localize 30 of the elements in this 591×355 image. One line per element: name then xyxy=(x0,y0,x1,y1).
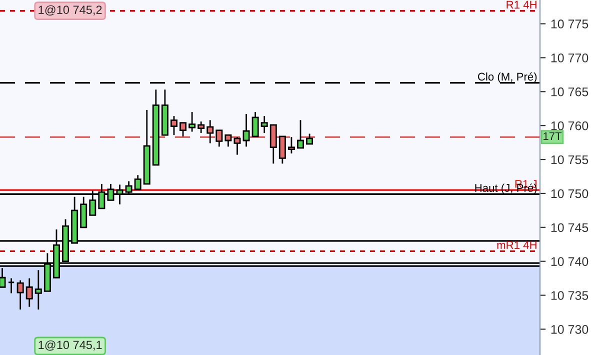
y-tick-label: 10 740 xyxy=(551,257,588,266)
candlestick xyxy=(16,280,24,310)
y-tick-label: 10 750 xyxy=(551,189,588,198)
candlestick xyxy=(252,111,259,138)
y-tick-label: 10 745 xyxy=(551,223,588,232)
y-tick-label: 10 760 xyxy=(551,121,588,130)
ref-line-label: mR1 4H xyxy=(497,241,536,249)
y-tick-label: 10 775 xyxy=(551,20,588,28)
candlestick xyxy=(26,278,33,308)
y-tick-label: 10 735 xyxy=(551,291,588,300)
y-tick-label: 10 765 xyxy=(551,87,588,96)
candlestick xyxy=(242,113,250,148)
candlestick xyxy=(134,174,142,190)
candlestick xyxy=(8,278,15,294)
candlestick xyxy=(260,115,268,134)
candlestick xyxy=(80,196,88,228)
annotation: 1@10 745,2 xyxy=(38,5,102,16)
candlestick xyxy=(170,115,178,136)
candlestick xyxy=(188,111,196,132)
ref-line-label: Clo (M, Pré) xyxy=(478,72,537,83)
y-tick-label: 10 770 xyxy=(551,53,588,62)
candlestick xyxy=(34,269,42,310)
annotation: 1@10 745,1 xyxy=(38,340,102,351)
y-tick-label: 10 730 xyxy=(551,325,588,334)
candlestick xyxy=(306,133,314,145)
candlestick xyxy=(297,119,304,149)
ref-line-label: R1 4H xyxy=(506,0,536,9)
ref-line-label: 17T xyxy=(544,132,562,140)
candlestick xyxy=(198,120,205,134)
y-tick-label: 10 755 xyxy=(551,155,588,164)
